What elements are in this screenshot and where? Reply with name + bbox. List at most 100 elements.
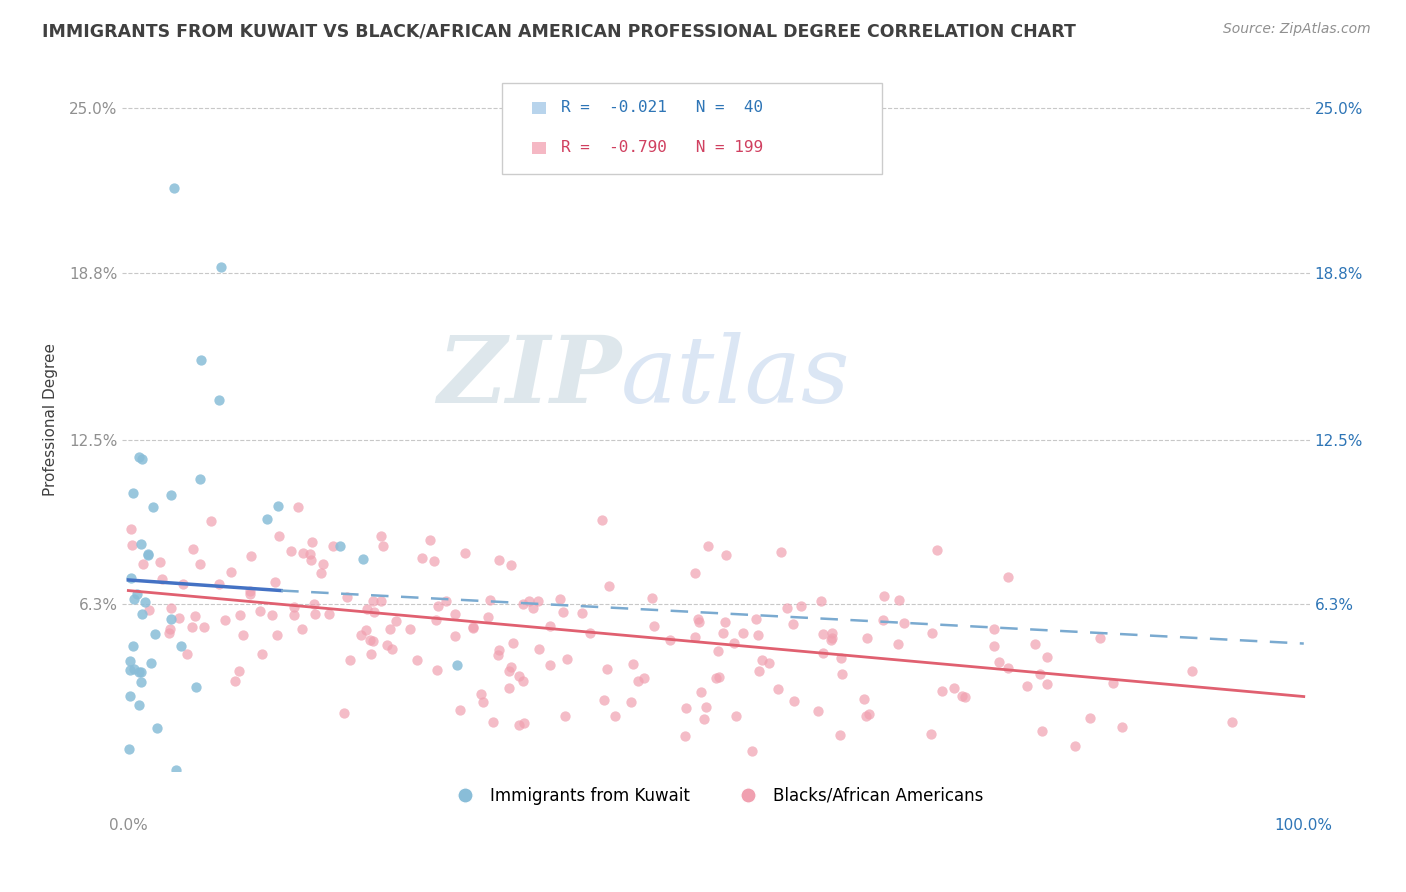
Point	[747, 627, 769, 641]
Point	[214, 613, 236, 627]
Point	[768, 682, 790, 697]
Point	[208, 392, 231, 407]
Point	[159, 488, 181, 502]
Point	[188, 557, 211, 571]
Point	[540, 658, 562, 673]
Point	[444, 607, 467, 621]
Point	[118, 654, 141, 668]
Point	[831, 666, 853, 681]
Point	[821, 626, 844, 640]
Text: IMMIGRANTS FROM KUWAIT VS BLACK/AFRICAN AMERICAN PROFESSIONAL DEGREE CORRELATION: IMMIGRANTS FROM KUWAIT VS BLACK/AFRICAN …	[42, 22, 1076, 40]
Point	[856, 631, 879, 645]
Point	[486, 648, 509, 662]
Point	[693, 712, 716, 726]
Point	[659, 633, 682, 648]
Point	[688, 615, 710, 629]
Point	[620, 695, 643, 709]
Point	[143, 627, 166, 641]
Text: ZIP: ZIP	[437, 333, 621, 423]
Point	[436, 594, 458, 608]
Point	[128, 665, 150, 679]
Point	[165, 764, 187, 778]
Point	[419, 533, 441, 548]
Point	[131, 607, 153, 621]
Point	[169, 611, 191, 625]
Point	[176, 648, 198, 662]
Point	[309, 566, 332, 581]
Point	[239, 587, 262, 601]
Point	[128, 450, 150, 465]
Point	[292, 546, 315, 560]
Point	[920, 727, 942, 741]
Point	[122, 592, 145, 607]
Point	[385, 614, 408, 628]
Text: Source: ZipAtlas.com: Source: ZipAtlas.com	[1223, 22, 1371, 37]
Point	[299, 553, 322, 567]
Text: R =  -0.790   N = 199: R = -0.790 N = 199	[561, 140, 762, 155]
Point	[361, 634, 384, 648]
Point	[502, 635, 524, 649]
Point	[219, 565, 242, 579]
Point	[953, 690, 976, 704]
Point	[229, 607, 252, 622]
Point	[621, 657, 644, 671]
Point	[603, 709, 626, 723]
Point	[378, 622, 401, 636]
Point	[709, 670, 731, 684]
Point	[283, 600, 305, 615]
Point	[553, 605, 575, 619]
Point	[789, 599, 811, 614]
Point	[931, 684, 953, 698]
Point	[1015, 679, 1038, 693]
Point	[322, 539, 344, 553]
Point	[997, 570, 1019, 584]
Point	[776, 600, 799, 615]
Point	[830, 651, 852, 665]
Point	[405, 652, 427, 666]
Point	[239, 584, 262, 599]
Point	[498, 664, 520, 678]
Point	[499, 660, 522, 674]
Point	[339, 653, 361, 667]
Point	[724, 709, 747, 723]
Point	[312, 557, 335, 571]
Point	[131, 537, 153, 551]
Point	[828, 728, 851, 742]
Point	[138, 548, 160, 562]
Point	[132, 558, 155, 572]
Point	[461, 620, 484, 634]
Point	[695, 700, 717, 714]
Point	[269, 529, 291, 543]
Point	[744, 612, 766, 626]
Point	[301, 534, 323, 549]
Point	[758, 656, 780, 670]
Point	[821, 631, 844, 645]
Point	[363, 594, 385, 608]
Point	[209, 260, 232, 275]
Point	[513, 716, 536, 731]
Point	[711, 626, 734, 640]
Point	[673, 729, 696, 743]
Text: atlas: atlas	[621, 333, 851, 423]
Point	[512, 598, 534, 612]
Point	[538, 618, 561, 632]
FancyBboxPatch shape	[531, 102, 547, 114]
Point	[1090, 632, 1112, 646]
Point	[596, 662, 619, 676]
Point	[318, 607, 340, 621]
Point	[887, 637, 910, 651]
Point	[1181, 664, 1204, 678]
Point	[872, 613, 894, 627]
Point	[287, 500, 309, 515]
Point	[1036, 649, 1059, 664]
Point	[122, 486, 145, 500]
Point	[782, 616, 804, 631]
Point	[302, 597, 325, 611]
Point	[820, 632, 842, 647]
Point	[675, 701, 697, 715]
Point	[1024, 637, 1046, 651]
Text: 0.0%: 0.0%	[110, 819, 148, 833]
Point	[449, 703, 471, 717]
Point	[550, 592, 572, 607]
Point	[748, 664, 770, 678]
